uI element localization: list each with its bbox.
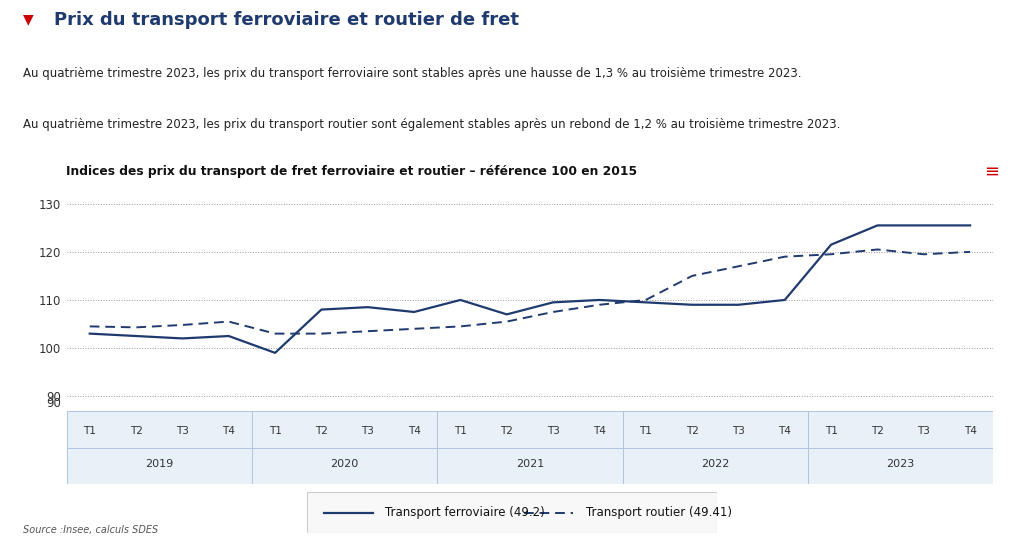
Text: Au quatrième trimestre 2023, les prix du transport ferroviaire sont stables aprè: Au quatrième trimestre 2023, les prix du… [23, 67, 801, 80]
Text: ≡: ≡ [984, 162, 998, 180]
Text: T4: T4 [593, 426, 606, 436]
Text: Au quatrième trimestre 2023, les prix du transport routier sont également stable: Au quatrième trimestre 2023, les prix du… [23, 118, 840, 131]
Text: T3: T3 [176, 426, 188, 436]
Text: T4: T4 [222, 426, 236, 436]
Text: 90: 90 [46, 397, 61, 410]
Text: ▼: ▼ [23, 12, 33, 26]
Text: Prix du transport ferroviaire et routier de fret: Prix du transport ferroviaire et routier… [54, 11, 519, 29]
Text: T2: T2 [130, 426, 142, 436]
Text: T1: T1 [639, 426, 652, 436]
Text: 2019: 2019 [145, 459, 173, 469]
Text: T4: T4 [778, 426, 792, 436]
Text: T4: T4 [964, 426, 977, 436]
Text: Source :Insee, calculs SDES: Source :Insee, calculs SDES [23, 525, 158, 535]
Text: Indices des prix du transport de fret ferroviaire et routier – référence 100 en : Indices des prix du transport de fret fe… [66, 164, 637, 178]
Text: T1: T1 [454, 426, 467, 436]
Text: T3: T3 [732, 426, 744, 436]
Text: T1: T1 [268, 426, 282, 436]
Text: T2: T2 [686, 426, 698, 436]
Text: T3: T3 [547, 426, 559, 436]
Text: T1: T1 [83, 426, 96, 436]
Text: 2020: 2020 [331, 459, 358, 469]
Text: T1: T1 [824, 426, 838, 436]
Text: T3: T3 [361, 426, 374, 436]
Text: T4: T4 [408, 426, 421, 436]
Text: Transport ferroviaire (49.2): Transport ferroviaire (49.2) [385, 506, 545, 519]
Text: 2023: 2023 [887, 459, 914, 469]
Text: 2022: 2022 [701, 459, 729, 469]
Text: 2021: 2021 [516, 459, 544, 469]
Text: T2: T2 [315, 426, 328, 436]
Text: Transport routier (49.41): Transport routier (49.41) [586, 506, 732, 519]
Text: T2: T2 [501, 426, 513, 436]
Text: T3: T3 [918, 426, 930, 436]
Text: T2: T2 [871, 426, 884, 436]
